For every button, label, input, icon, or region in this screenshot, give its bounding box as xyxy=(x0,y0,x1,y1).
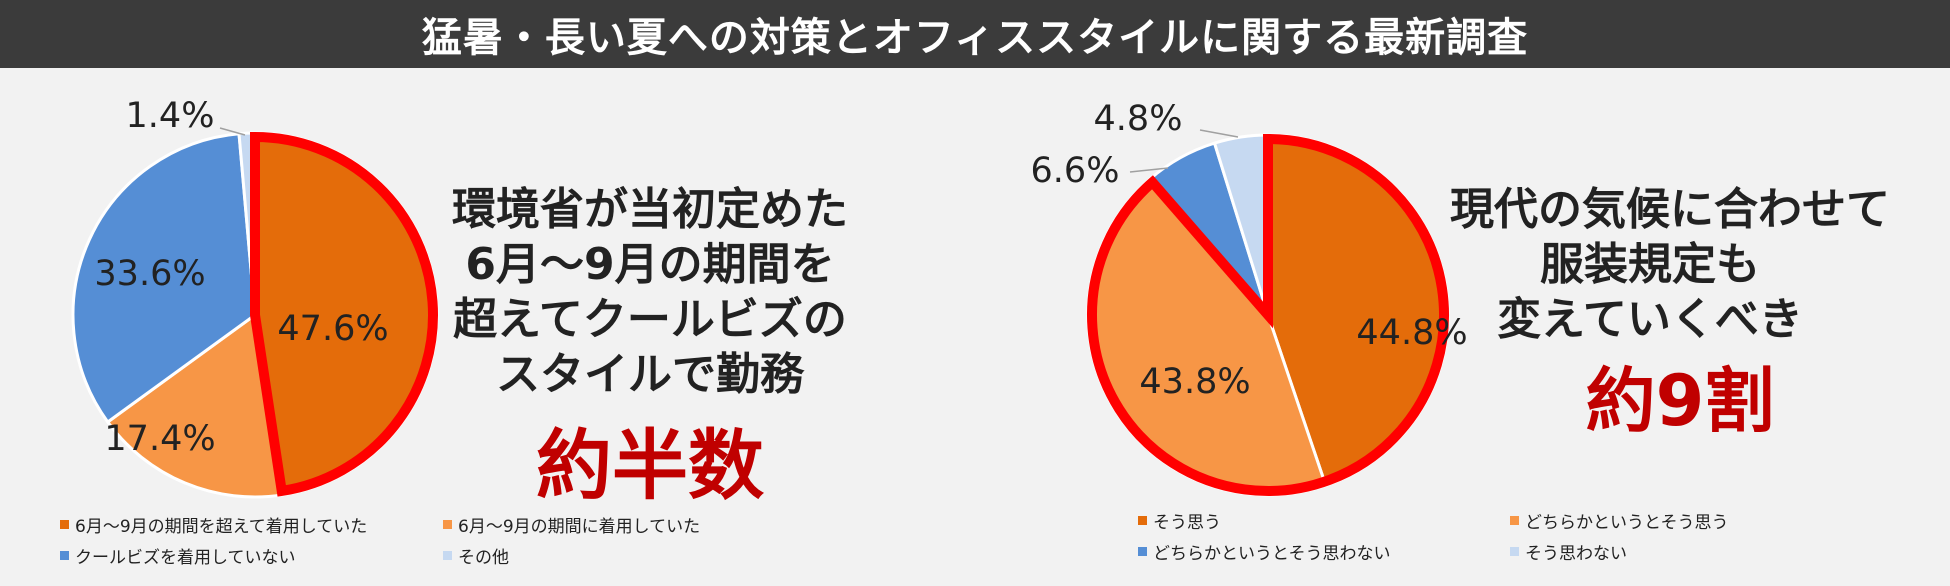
left-callout: 環境省が当初定めた 6月〜9月の期間を 超えてクールビズの スタイルで勤務 xyxy=(440,182,860,402)
pie-slice xyxy=(105,312,285,499)
left-highlight-text: 約半数 xyxy=(536,421,764,510)
legend-swatch-0 xyxy=(60,520,69,529)
leader-line xyxy=(219,127,246,136)
legend-label: どちらかというとそう思わない xyxy=(1153,544,1391,564)
pie-slice-label: 33.6% xyxy=(94,254,205,294)
right-highlight-text: 約9割 xyxy=(1585,360,1775,442)
leader-line xyxy=(1129,167,1169,173)
right-callout-line-2: 服装規定も xyxy=(1540,239,1760,290)
right-callout-line-3: 変えていくべき xyxy=(1497,294,1803,345)
legend-item: そう思う xyxy=(1138,508,1510,533)
pie-slice xyxy=(71,132,257,425)
pie-slice-label: 47.6% xyxy=(277,309,388,349)
pie-slice-label: 17.4% xyxy=(104,419,215,459)
legend-swatch-2 xyxy=(1138,547,1147,556)
left-callout-line-4: スタイルで勤務 xyxy=(496,349,804,400)
legend-item: クールビズを着用していない xyxy=(60,543,443,568)
legend-swatch-3 xyxy=(1510,547,1519,556)
pie-highlight-outline xyxy=(250,131,438,497)
leader-line xyxy=(1199,129,1239,138)
legend-label: どちらかというとそう思う xyxy=(1525,513,1729,533)
legend-label: そう思わない xyxy=(1525,544,1627,564)
legend-swatch-1 xyxy=(1510,516,1519,525)
right-legend: そう思う どちらかというとそう思う どちらかというとそう思わない そう思わない xyxy=(1138,508,1810,564)
legend-label: そう思う xyxy=(1153,513,1221,533)
legend-swatch-2 xyxy=(60,551,69,560)
page-title: 猛暑・長い夏への対策とオフィススタイルに関する最新調査 xyxy=(0,0,1950,68)
legend-item: その他 xyxy=(443,543,743,568)
left-callout-line-1: 環境省が当初定めた xyxy=(452,184,848,235)
pie-highlight-outline xyxy=(1087,133,1449,496)
right-callout-line-1: 現代の気候に合わせて xyxy=(1450,184,1890,235)
legend-label: 6月〜9月の期間を超えて着用していた xyxy=(75,517,368,537)
right-callout: 現代の気候に合わせて 服装規定も 変えていくべき xyxy=(1450,182,1890,347)
legend-item: どちらかというとそう思う xyxy=(1510,508,1810,533)
legend-item: どちらかというとそう思わない xyxy=(1138,539,1510,564)
pie-slice-label: 6.6% xyxy=(1031,151,1120,191)
legend-item: 6月〜9月の期間を超えて着用していた xyxy=(60,512,443,537)
pie-slice-label: 1.4% xyxy=(126,96,215,136)
pie-slice-label: 4.8% xyxy=(1094,99,1183,139)
left-legend: 6月〜9月の期間を超えて着用していた 6月〜9月の期間に着用していた クールビズ… xyxy=(60,512,743,568)
left-callout-line-2: 6月〜9月の期間を xyxy=(465,239,835,290)
legend-label: クールビズを着用していない xyxy=(75,548,296,568)
legend-swatch-1 xyxy=(443,520,452,529)
legend-item: そう思わない xyxy=(1510,539,1810,564)
legend-label: その他 xyxy=(458,548,509,568)
legend-swatch-3 xyxy=(443,551,452,560)
pie-slice-label: 43.8% xyxy=(1139,362,1250,402)
legend-swatch-0 xyxy=(1138,516,1147,525)
legend-label: 6月〜9月の期間に着用していた xyxy=(458,517,701,537)
pie-slice-label: 44.8% xyxy=(1356,313,1467,353)
legend-item: 6月〜9月の期間に着用していた xyxy=(443,512,743,537)
left-callout-line-3: 超えてクールビズの xyxy=(453,294,847,345)
